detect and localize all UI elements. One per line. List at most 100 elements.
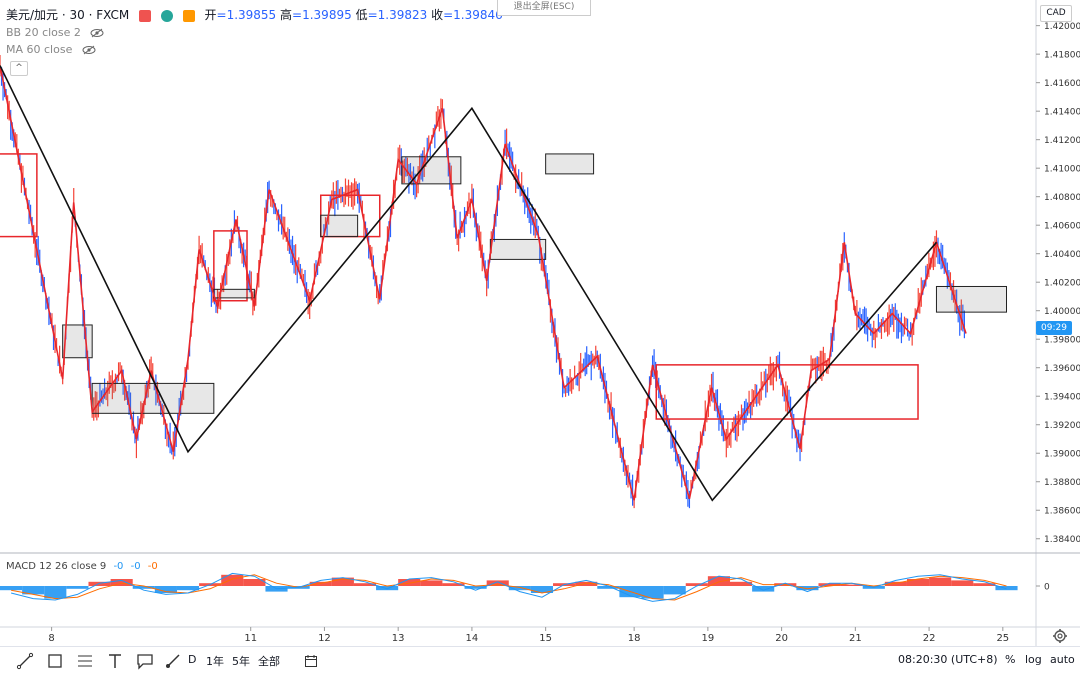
x-tick-label: 14	[466, 633, 479, 644]
eye-icon[interactable]	[82, 45, 96, 55]
symbol-legend: 美元/加元 · 30 · FXCM 开=1.39855 高=1.39895 低=…	[6, 6, 503, 23]
x-tick-label: 25	[996, 633, 1009, 644]
macd-hist-bar	[221, 574, 244, 586]
y-tick-label: 1.40000	[1044, 307, 1080, 317]
range-d[interactable]: D	[188, 653, 197, 666]
x-tick-label: 22	[923, 633, 936, 644]
range-all[interactable]: 全部	[258, 655, 280, 668]
log-toggle[interactable]: log	[1025, 653, 1042, 666]
macd-line	[10, 572, 1007, 602]
macd-hist-bar	[685, 583, 708, 586]
y-tick-label: 1.39000	[1044, 450, 1080, 460]
percent-toggle[interactable]: %	[1005, 653, 1016, 666]
macd-hist-bar	[641, 586, 664, 599]
ma-legend[interactable]: MA 60 close	[6, 43, 96, 56]
signal-value: -0	[130, 561, 141, 572]
consolidation-box	[91, 382, 215, 414]
y-tick-label: 1.40600	[1044, 222, 1080, 232]
ma-label: MA 60 close	[6, 43, 73, 56]
macd-hist-bar	[66, 586, 89, 589]
clock-readout[interactable]: 08:20:30 (UTC+8)	[898, 653, 998, 666]
macd-hist-bar	[243, 579, 266, 586]
macd-hist-bar	[44, 586, 67, 599]
x-tick-label: 11	[244, 633, 257, 644]
y-tick-label: 1.41400	[1044, 108, 1080, 118]
rectangle-tool-icon[interactable]	[42, 649, 68, 673]
macd-hist-bar	[995, 586, 1018, 591]
y-tick-label: 1.40200	[1044, 279, 1080, 289]
y-tick-label: 1.40800	[1044, 193, 1080, 203]
x-tick-label: 12	[318, 633, 331, 644]
exit-fullscreen-button[interactable]: 退出全屏(ESC)	[497, 0, 591, 16]
macd-hist-bar	[729, 581, 753, 586]
macd-hist-bar	[331, 577, 354, 586]
red-range-box	[655, 364, 919, 420]
macd-hist-bar	[132, 586, 155, 589]
x-tick-label: 13	[392, 633, 405, 644]
red-zigzag-series	[0, 65, 967, 501]
x-tick-label: 15	[539, 633, 552, 644]
macd-hist-bar	[88, 581, 111, 586]
macd-hist-bar	[929, 577, 952, 586]
auto-toggle[interactable]: auto	[1050, 653, 1075, 666]
red-range-box	[0, 153, 38, 238]
macd-hist-bar	[110, 579, 133, 586]
macd-hist-bar	[464, 586, 487, 589]
range-5y[interactable]: 5年	[232, 655, 250, 668]
macd-hist-bar	[575, 581, 598, 586]
collapse-legend-button[interactable]: ^	[10, 61, 28, 76]
open-value: =1.39855	[216, 8, 277, 22]
macd-hist-bar	[420, 580, 443, 586]
x-tick-label: 20	[775, 633, 788, 644]
orange-wave-icon[interactable]	[182, 9, 195, 22]
fib-tool-icon[interactable]	[72, 649, 98, 673]
range-1y[interactable]: 1年	[206, 655, 224, 668]
brush-tool-icon[interactable]	[160, 649, 186, 673]
macd-zero-label: 0	[1044, 583, 1050, 593]
teal-dot-icon[interactable]	[160, 9, 173, 22]
y-tick-label: 1.41800	[1044, 51, 1080, 61]
symbol-title[interactable]: 美元/加元 · 30 · FXCM	[6, 8, 130, 22]
chart-canvas[interactable]: 1.42000 1.41800 1.41600 1.41400 1.41200 1.410…	[0, 0, 1080, 646]
comment-tool-icon[interactable]	[132, 649, 158, 673]
macd-hist-bar	[353, 583, 377, 586]
macd-signal-line	[11, 574, 1007, 601]
y-tick-label: 1.41200	[1044, 136, 1080, 146]
macd-hist-bar	[0, 586, 23, 591]
y-tick-label: 1.40400	[1044, 250, 1080, 260]
macd-hist-bar	[442, 583, 465, 586]
ohlc-readout: 开=1.39855 高=1.39895 低=1.39823 收=1.39846	[204, 8, 503, 22]
macd-legend[interactable]: MACD 12 26 close 9 -0 -0 -0	[6, 561, 158, 572]
y-tick-label: 1.38600	[1044, 507, 1080, 517]
macd-histogram	[0, 574, 1018, 599]
x-tick-label: 8	[48, 633, 54, 644]
y-tick-label: 1.38400	[1044, 535, 1080, 545]
macd-hist-bar	[884, 581, 907, 586]
macd-hist-bar	[951, 580, 974, 586]
macd-hist-bar	[752, 586, 775, 592]
bb-legend[interactable]: BB 20 close 2	[6, 26, 104, 39]
y-tick-label: 1.41000	[1044, 165, 1080, 175]
bottom-toolbar: D 1年 5年 全部 08:20:30 (UTC+8) % log auto	[0, 646, 1080, 676]
calendar-icon[interactable]	[304, 654, 318, 668]
macd-hist-bar	[906, 579, 930, 586]
macd-hist-bar	[486, 580, 509, 586]
macd-hist-bar	[530, 586, 554, 593]
macd-hist-bar	[508, 586, 531, 591]
bb-label: BB 20 close 2	[6, 26, 81, 39]
trendline-tool-icon[interactable]	[12, 649, 38, 673]
currency-badge[interactable]: CAD	[1040, 5, 1072, 22]
red-square-icon[interactable]	[139, 9, 152, 22]
settings-gear-icon[interactable]	[1052, 628, 1068, 644]
macd-hist-bar	[597, 586, 620, 589]
consolidation-box	[935, 285, 1008, 313]
macd-hist-bar	[707, 576, 730, 586]
candles-layer	[0, 55, 965, 509]
y-tick-label: 1.41600	[1044, 79, 1080, 89]
y-tick-label: 1.42000	[1044, 22, 1080, 32]
x-tick-label: 18	[628, 633, 641, 644]
macd-hist-bar	[796, 586, 819, 591]
close-value: =1.39846	[443, 8, 503, 22]
eye-icon[interactable]	[90, 28, 104, 38]
text-tool-icon[interactable]	[102, 649, 128, 673]
